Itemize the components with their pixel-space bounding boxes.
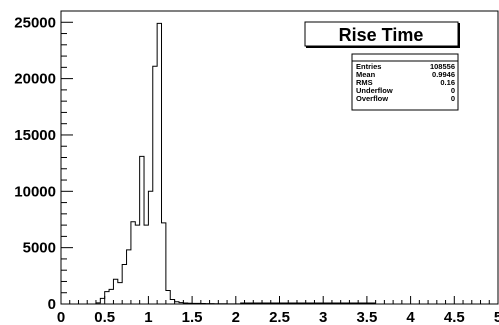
histogram-bin <box>118 283 122 304</box>
x-tick-label: 2 <box>232 309 240 325</box>
stats-label: Overflow <box>356 94 388 103</box>
histogram-bin <box>109 289 113 304</box>
histogram-bin <box>153 66 157 304</box>
histogram-bin <box>170 299 174 304</box>
stats-value: 0 <box>451 86 455 95</box>
histogram-bin <box>122 265 126 304</box>
stats-value: 0.16 <box>440 78 455 87</box>
x-tick-label: 4.5 <box>444 309 465 325</box>
histogram-bin <box>183 303 187 304</box>
y-tick-label: 15000 <box>14 127 56 144</box>
stats-label: RMS <box>356 78 373 87</box>
histogram-bin <box>196 303 200 304</box>
x-tick-label: 1.5 <box>182 309 203 325</box>
axes: 0 0.5 1 1.5 2 2.5 3 3.5 4 4.5 5 0 5000 10000 15000 2000… <box>14 10 499 325</box>
y-tick-label: 0 <box>48 296 56 313</box>
x-tick-label: 0.5 <box>94 309 115 325</box>
x-tick-label: 5 <box>494 309 499 325</box>
stats-value: 0 <box>451 94 455 103</box>
histogram-bin <box>113 279 117 304</box>
x-tick-label: 2.5 <box>269 309 290 325</box>
histogram-bin <box>175 302 179 304</box>
stats-value: 0.9946 <box>432 70 455 79</box>
y-tick-label: 10000 <box>14 183 56 200</box>
histogram-bin <box>131 222 135 304</box>
histogram-bin <box>157 23 161 304</box>
stats-label: Underflow <box>356 86 393 95</box>
histogram-bin <box>140 156 144 304</box>
x-tick-label: 0 <box>57 309 65 325</box>
x-tick-label: 1 <box>144 309 152 325</box>
x-tick-label: 3.5 <box>356 309 377 325</box>
histogram-bin <box>179 303 183 304</box>
histogram-bin <box>100 298 104 304</box>
stats-label: Entries <box>356 62 381 71</box>
histogram-bin <box>188 303 192 304</box>
chart-title: Rise Time <box>339 25 424 45</box>
stats-label: Mean <box>356 70 376 79</box>
histogram-bin <box>96 303 100 304</box>
y-tick-label: 25000 <box>14 14 56 31</box>
title-box: Rise Time <box>304 21 460 48</box>
histogram-bin <box>148 191 152 304</box>
histogram-bin <box>105 292 109 304</box>
histogram-bin <box>192 303 196 304</box>
histogram-bin <box>162 223 166 304</box>
stats-value: 108556 <box>430 62 455 71</box>
histogram-bin <box>127 250 131 304</box>
histogram-outline <box>95 22 241 305</box>
y-tick-label: 5000 <box>23 240 56 257</box>
histogram-bin <box>166 290 170 304</box>
x-tick-label: 4 <box>406 309 415 325</box>
histogram-bars <box>95 22 376 305</box>
histogram-bin <box>135 225 139 304</box>
stats-box: Entries 108556 Mean 0.9946 RMS 0.16 Underflow 0… <box>351 53 459 111</box>
x-tick-label: 3 <box>319 309 327 325</box>
histogram-bin <box>144 225 148 304</box>
y-tick-label: 20000 <box>14 71 56 88</box>
